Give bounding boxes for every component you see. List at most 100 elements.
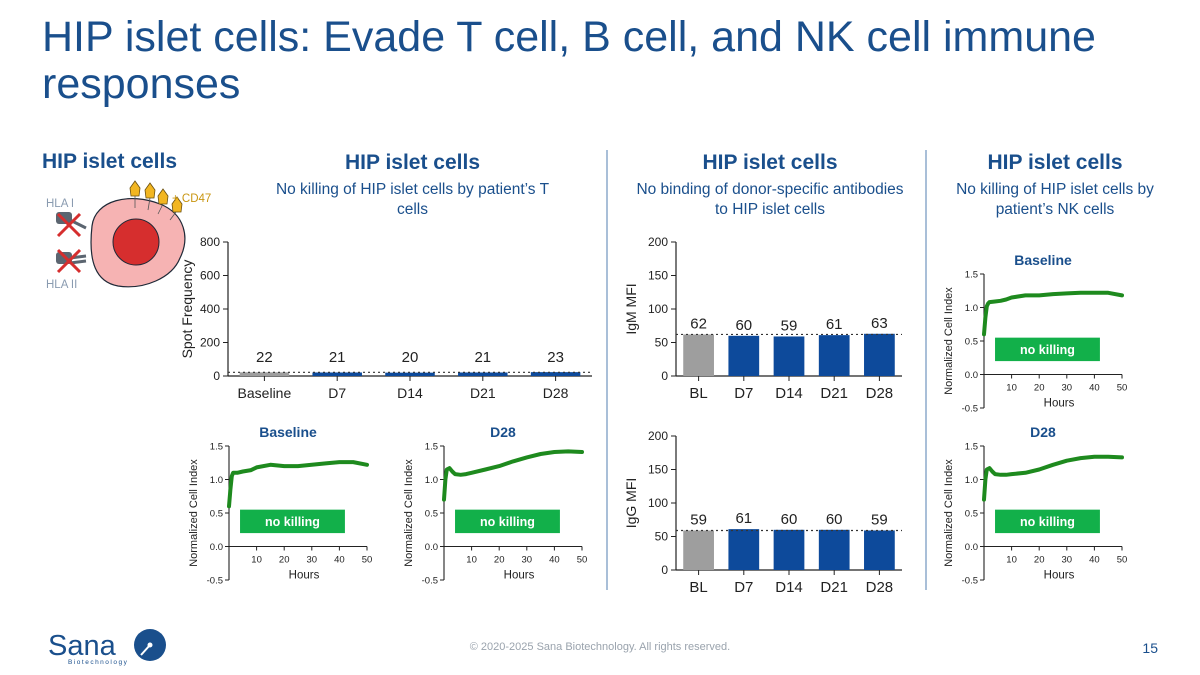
impedance-trace [227, 460, 369, 509]
x-axis-label: Hours [1044, 570, 1075, 582]
bar-D28 [864, 530, 895, 570]
y-tick-label: 400 [200, 302, 220, 316]
y-tick-label: 1.5 [965, 442, 978, 453]
cell-nucleus [112, 218, 160, 266]
y-tick-label: 1.0 [965, 303, 978, 314]
hla2-label: HLA II [46, 279, 77, 291]
chart-title: D28 [1030, 424, 1056, 440]
bar-D14 [773, 336, 805, 376]
x-tick-label: 40 [1089, 555, 1100, 566]
x-axis-label: Hours [289, 570, 320, 582]
no-killing-label: no killing [265, 515, 320, 529]
y-axis-label: IgG MFI [623, 478, 639, 529]
chart-title: Baseline [1014, 252, 1072, 268]
y-tick-label: 0.0 [965, 370, 978, 381]
slide-title: HIP islet cells: Evade T cell, B cell, a… [42, 13, 1096, 108]
x-tick-label: BL [689, 579, 707, 596]
x-tick-label: 50 [577, 555, 588, 566]
y-axis-label: IgM MFI [623, 283, 639, 334]
bar-value-label: 61 [735, 510, 752, 527]
x-tick-label: BL [689, 385, 707, 402]
antibody-panel-subheading: No binding of donor-specific antibodies … [636, 181, 904, 218]
nk-panel-heading: HIP islet cells [987, 151, 1123, 174]
x-tick-label: D14 [397, 385, 423, 401]
chart-title: Baseline [259, 424, 317, 440]
x-tick-label: 20 [279, 555, 290, 566]
y-tick-label: 800 [200, 235, 220, 249]
bar-value-label: 63 [871, 315, 888, 332]
no-killing-label: no killing [1020, 343, 1075, 357]
nk-panel-subheading: No killing of HIP islet cells by patient… [956, 181, 1154, 218]
tcell-panel-header: HIP islet cells No killing of HIP islet … [260, 150, 565, 220]
x-tick-label: D28 [866, 385, 894, 402]
sana-logo: Sana Biotechnology [48, 629, 166, 666]
bar-value-label: 61 [826, 316, 843, 333]
tcell-d28-impedance-chart: D28 -0.5 0.0 0.5 1.0 1.5 10 20 30 40 50 Hours Normal… [403, 424, 588, 587]
y-tick-label: 100 [648, 496, 668, 510]
bar-D7 [728, 335, 760, 376]
x-tick-label: D14 [775, 579, 803, 596]
x-tick-label: 50 [1117, 383, 1128, 394]
y-tick-label: -0.5 [422, 576, 438, 587]
x-tick-label: 10 [251, 555, 262, 566]
y-tick-label: 150 [648, 463, 668, 477]
cd47-icon [129, 180, 183, 221]
bar-BL [683, 530, 714, 570]
y-tick-label: 0.5 [965, 337, 978, 348]
y-tick-label: 0.0 [210, 542, 223, 553]
x-axis-label: Hours [504, 570, 535, 582]
no-killing-badge [995, 509, 1100, 534]
copyright-footer: © 2020-2025 Sana Biotechnology. All righ… [469, 641, 731, 653]
bar-BL [683, 334, 714, 376]
y-axis-label: Normalized Cell Index [403, 459, 415, 567]
bar-value-label: 60 [735, 317, 752, 334]
x-tick-label: 30 [1062, 383, 1073, 394]
x-tick-label: D7 [328, 385, 346, 401]
logo-wordmark: Sana [48, 630, 117, 662]
y-tick-label: 600 [200, 269, 220, 283]
igg-mfi-chart: 0 50 100 150 200 IgG MFI 59 BL 61 D7 60 D14 60 D21 59 D… [623, 429, 902, 596]
x-tick-label: D28 [543, 385, 569, 401]
y-tick-label: 200 [648, 429, 668, 443]
logo-tagline: Biotechnology [68, 659, 128, 666]
y-tick-label: 1.0 [210, 475, 223, 486]
y-tick-label: 1.0 [425, 475, 438, 486]
bar-D28 [864, 333, 895, 376]
y-tick-label: 1.0 [965, 475, 978, 486]
page-number: 15 [1142, 640, 1158, 656]
nk-panel-header: HIP islet cells No killing of HIP islet … [950, 150, 1160, 220]
bar-value-label: 60 [826, 511, 843, 528]
x-tick-label: 20 [1034, 555, 1045, 566]
tcell-panel-heading: HIP islet cells [344, 151, 481, 174]
y-tick-label: 0 [213, 369, 220, 383]
impedance-trace [442, 449, 584, 502]
impedance-trace [982, 290, 1124, 337]
nk-d28-impedance-chart: D28 -0.5 0.0 0.5 1.0 1.5 10 20 30 40 50 Hours Normal… [943, 424, 1127, 587]
panel-divider-2 [925, 150, 927, 590]
hip-cell-diagram: + CD47 HLA I HLA II [46, 180, 211, 291]
bar-D7 [728, 529, 760, 570]
y-tick-label: 200 [200, 336, 220, 350]
bar-value-label: 59 [871, 511, 888, 528]
left-header: HIP islet cells [42, 150, 178, 173]
y-tick-label: 200 [648, 235, 668, 249]
y-axis-label: Spot Frequency [179, 260, 195, 359]
antibody-panel-header: HIP islet cells No binding of donor-spec… [635, 150, 905, 220]
y-tick-label: 0.5 [210, 509, 223, 520]
y-axis-label: Normalized Cell Index [188, 459, 200, 567]
cd47-label: + CD47 [172, 193, 211, 205]
y-tick-label: 1.5 [210, 442, 223, 453]
tcell-spot-frequency-chart: 0 200 400 600 800 Spot Frequency 22 Baseline 21 D… [179, 235, 592, 401]
y-tick-label: 1.5 [425, 442, 438, 453]
y-tick-label: 50 [655, 336, 669, 350]
y-tick-label: 100 [648, 302, 668, 316]
bar-value-label: 23 [547, 349, 564, 366]
antibody-panel-heading: HIP islet cells [702, 151, 838, 174]
x-tick-label: 40 [549, 555, 560, 566]
tcell-panel-subheading: No killing of HIP islet cells by patient… [275, 181, 550, 218]
x-tick-label: D14 [775, 385, 803, 402]
x-tick-label: 20 [1034, 383, 1045, 394]
y-tick-label: 50 [655, 530, 669, 544]
no-killing-label: no killing [480, 515, 535, 529]
